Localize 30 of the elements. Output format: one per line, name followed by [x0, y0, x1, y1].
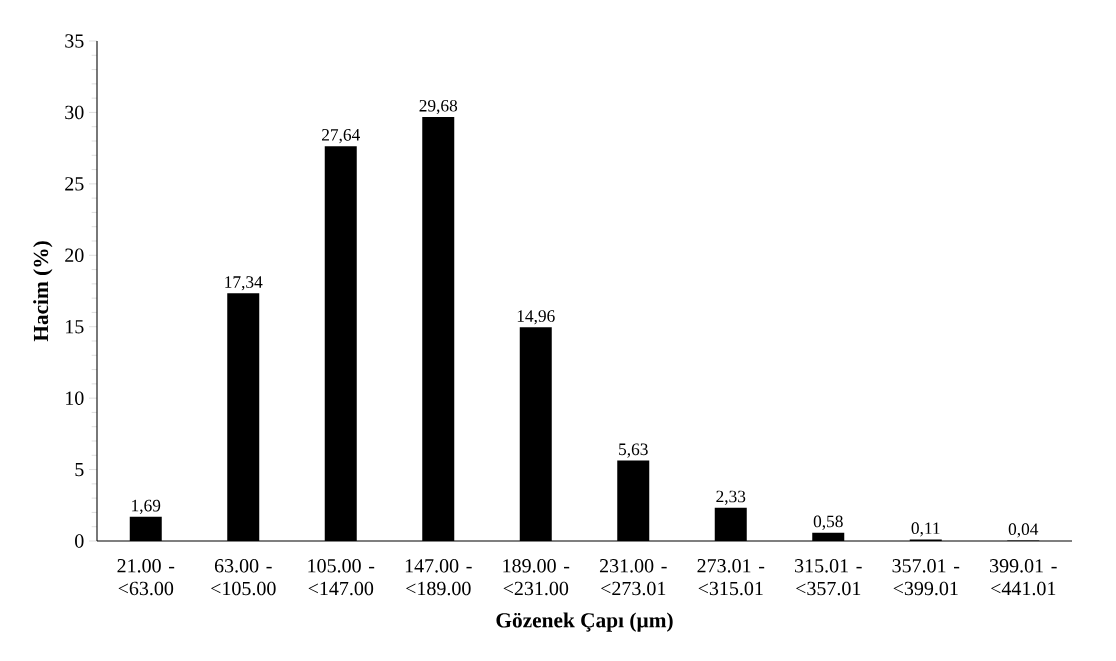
data-label: 5,63 [619, 443, 648, 458]
y-axis-title: Hacim (%) [33, 241, 53, 342]
x-tick-label: 21.00 - <63.00 [117, 559, 175, 596]
data-label: 2,33 [716, 490, 746, 505]
y-tick-label: 20 [65, 248, 84, 263]
x-axis-title: Gözenek Çapı (µm) [496, 612, 673, 632]
y-tick-label: 5 [75, 462, 84, 477]
x-tick-label: 273.01 - <315.01 [697, 559, 765, 596]
x-tick-label: 357.01 - <399.01 [892, 559, 960, 596]
y-tick-label: 25 [65, 177, 84, 191]
x-tick-label: 147.00 - <189.00 [405, 559, 472, 596]
data-label: 0,04 [1008, 523, 1039, 538]
y-tick-label: 35 [65, 34, 84, 48]
data-label: 29,68 [419, 99, 458, 115]
y-tick-label: 0 [75, 534, 84, 548]
data-label: 14,96 [517, 310, 555, 325]
data-label: 0,58 [813, 515, 843, 530]
y-tick-label: 10 [66, 391, 84, 405]
x-tick-label: 105.00 - <147.00 [308, 559, 375, 596]
x-tick-label: 315.01 - <357.01 [795, 559, 862, 596]
y-tick-label: 30 [65, 105, 84, 120]
y-tick-label: 15 [66, 320, 84, 334]
data-label: 27,64 [322, 129, 360, 144]
data-label: 1,69 [132, 499, 161, 514]
x-tick-label: 231.00 - <273.01 [599, 559, 667, 596]
x-tick-label: 399.01 - <441.01 [990, 559, 1057, 596]
x-tick-label: 63.00 - <105.00 [211, 559, 276, 596]
data-label: 0,11 [911, 522, 940, 537]
data-label: 17,34 [225, 276, 263, 291]
x-tick-label: 189.00 - <231.00 [503, 559, 570, 596]
